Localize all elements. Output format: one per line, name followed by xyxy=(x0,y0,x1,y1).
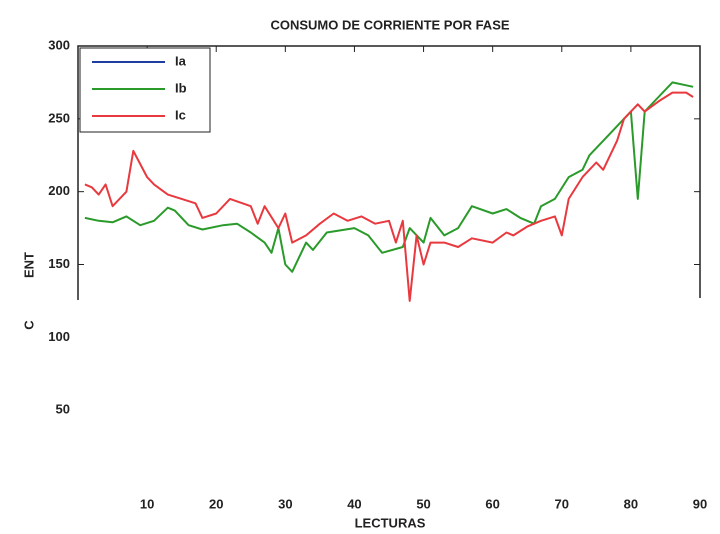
x-tick-label: 60 xyxy=(485,496,499,511)
x-tick-label: 50 xyxy=(416,496,430,511)
y-axis-label: C xyxy=(21,320,36,330)
x-tick-label: 40 xyxy=(347,496,361,511)
series-line xyxy=(84,91,694,302)
x-tick-label: 70 xyxy=(555,496,569,511)
x-axis-label: LECTURAS xyxy=(355,515,426,530)
series-line xyxy=(84,81,694,273)
legend-label: Ib xyxy=(175,80,187,95)
y-tick-label: 250 xyxy=(48,110,70,125)
y-tick-label: 150 xyxy=(48,256,70,271)
legend-label: Ia xyxy=(175,53,187,68)
x-tick-label: 20 xyxy=(209,496,223,511)
y-tick-label: 100 xyxy=(48,329,70,344)
y-tick-label: 50 xyxy=(56,402,70,417)
x-tick-label: 80 xyxy=(624,496,638,511)
axes-box xyxy=(77,45,701,300)
legend-label: Ic xyxy=(175,107,186,122)
y-axis-label: ENT xyxy=(21,252,36,278)
y-tick-label: 200 xyxy=(48,183,70,198)
x-tick-label: 30 xyxy=(278,496,292,511)
y-tick-label: 300 xyxy=(48,37,70,52)
x-tick-label: 10 xyxy=(140,496,154,511)
x-tick-label: 90 xyxy=(693,496,707,511)
chart-title: CONSUMO DE CORRIENTE POR FASE xyxy=(270,17,509,32)
